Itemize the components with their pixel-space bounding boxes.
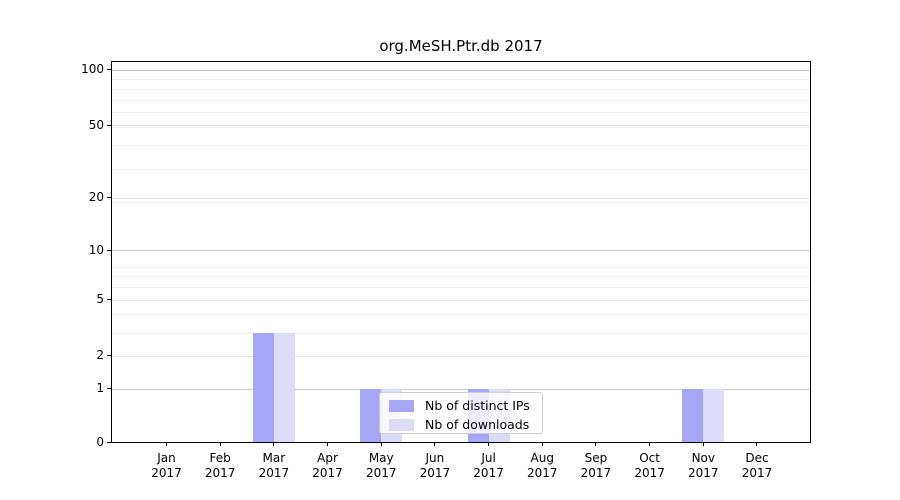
x-axis-tick-label: Oct 2017	[634, 451, 665, 480]
grid-line-minor	[112, 314, 810, 316]
grid-line	[112, 125, 810, 127]
grid-line-minor	[112, 126, 810, 128]
y-axis-tick-label: 5	[96, 292, 104, 307]
grid-line-minor	[112, 88, 810, 90]
grid-line-minor	[112, 168, 810, 170]
x-axis-tick-label: Sep 2017	[580, 451, 612, 480]
x-axis-tick	[541, 442, 543, 446]
legend-item-distinct-ips: Nb of distinct IPs	[389, 396, 542, 415]
grid-line-major	[112, 69, 810, 71]
grid-line-minor	[112, 99, 810, 101]
x-axis-tick-label: Feb 2017	[204, 451, 236, 480]
chart-title: org.MeSH.Ptr.db 2017	[379, 37, 543, 55]
grid-line-minor	[112, 112, 810, 114]
legend-swatch-distinct-ips	[389, 399, 414, 412]
y-axis-tick	[107, 249, 112, 251]
x-axis-tick	[327, 442, 329, 446]
x-axis-tick	[595, 442, 597, 446]
y-axis-tick-label: 2	[96, 348, 104, 363]
y-axis-tick	[107, 69, 112, 71]
y-axis-tick	[107, 299, 112, 301]
y-axis-tick	[107, 355, 112, 357]
bar-nb-of-distinct-ips	[252, 332, 274, 442]
y-axis-tick	[107, 197, 112, 199]
x-axis-tick	[756, 442, 758, 446]
legend: Nb of distinct IPs Nb of downloads	[379, 392, 543, 434]
x-axis-tick	[488, 442, 490, 446]
x-axis-tick	[434, 442, 436, 446]
x-axis-tick-label: Mar 2017	[258, 451, 290, 480]
bar-nb-of-distinct-ips	[682, 388, 704, 442]
y-axis-tick	[107, 388, 112, 390]
x-axis-tick	[273, 442, 275, 446]
grid-line	[112, 355, 810, 357]
legend-label-downloads: Nb of downloads	[425, 417, 530, 432]
y-axis-tick-label: 100	[81, 62, 104, 77]
x-axis-tick	[702, 442, 704, 446]
grid-line-major	[112, 388, 810, 390]
y-axis-tick	[107, 124, 112, 126]
x-axis-tick	[219, 442, 221, 446]
x-axis-tick-label: Apr 2017	[312, 451, 343, 480]
y-axis-tick-label: 20	[88, 190, 104, 205]
x-axis-tick-label: Dec 2017	[741, 451, 773, 480]
grid-line-minor	[112, 145, 810, 147]
legend-label-distinct-ips: Nb of distinct IPs	[425, 398, 530, 413]
grid-line-minor	[112, 332, 810, 334]
x-axis-tick-label: Jul 2017	[473, 451, 504, 480]
x-axis-tick	[380, 442, 382, 446]
bar-nb-of-downloads	[273, 332, 295, 442]
bar-nb-of-distinct-ips	[360, 388, 382, 442]
x-axis-tick-label: Jun 2017	[419, 451, 451, 480]
legend-item-downloads: Nb of downloads	[389, 415, 542, 434]
grid-line	[112, 299, 810, 301]
grid-line-major	[112, 250, 810, 252]
grid-line-minor	[112, 201, 810, 203]
x-axis-tick-label: Aug 2017	[526, 451, 558, 480]
y-axis-tick-label: 10	[88, 242, 104, 257]
grid-line-minor	[112, 266, 810, 268]
x-axis-tick	[166, 442, 167, 446]
bar-nb-of-downloads	[703, 388, 725, 442]
grid-line-minor	[112, 286, 810, 288]
y-axis-tick-label: 50	[88, 117, 104, 132]
y-axis-tick-label: 1	[96, 381, 104, 396]
x-axis-tick-label: Jan 2017	[151, 451, 182, 480]
x-axis-tick-label: Nov 2017	[688, 451, 719, 480]
grid-line	[112, 197, 810, 199]
x-axis-tick-label: May 2017	[365, 451, 397, 480]
y-axis-tick	[107, 441, 112, 443]
grid-line-minor	[112, 276, 810, 278]
grid-line-minor	[112, 79, 810, 81]
x-axis-tick	[649, 442, 651, 446]
plot-area: Nb of distinct IPs Nb of downloads 0 1 2 5 1…	[81, 61, 811, 480]
y-axis-tick-label: 0	[96, 434, 104, 449]
legend-swatch-downloads	[389, 418, 414, 431]
